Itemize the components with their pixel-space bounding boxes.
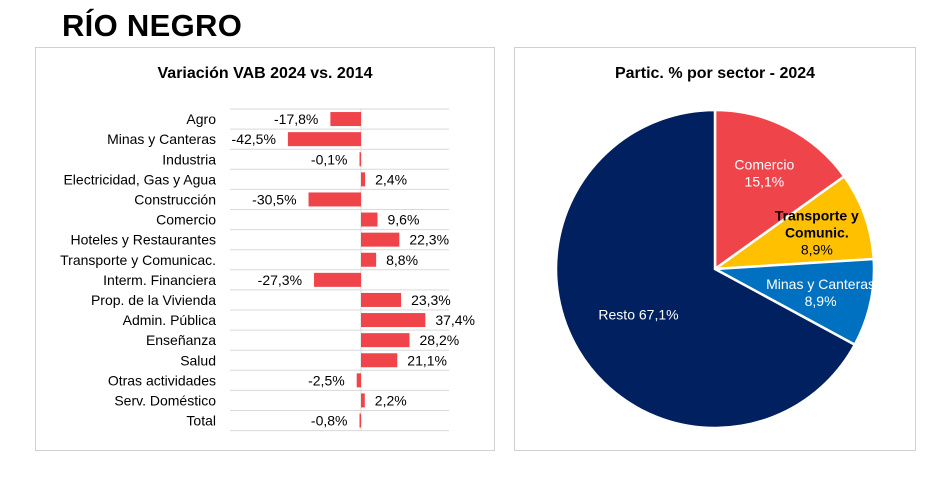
bar <box>314 272 361 287</box>
slice-label: Resto 67,1% <box>598 307 678 323</box>
category-label: Hoteles y Restaurantes <box>70 232 216 248</box>
pie-slice <box>710 174 876 271</box>
category-label: Total <box>186 413 216 429</box>
category-label: Transporte y Comunicac. <box>60 252 216 268</box>
bar <box>361 172 366 187</box>
category-label: Electricidad, Gas y Agua <box>63 171 216 187</box>
bar <box>359 413 361 428</box>
data-label: -42,5% <box>232 131 276 147</box>
data-label: -2,5% <box>308 372 345 388</box>
data-label: 9,6% <box>388 212 420 228</box>
data-label: 8,8% <box>386 252 418 268</box>
data-label: 21,1% <box>407 352 447 368</box>
pie-slice <box>554 108 857 430</box>
slice-label: Minas y Canteras <box>766 276 875 292</box>
category-label: Admin. Pública <box>123 312 217 328</box>
bar <box>361 313 426 328</box>
category-label: Industria <box>162 151 216 167</box>
bar-chart-panel: Variación VAB 2024 vs. 2014 <box>35 47 495 451</box>
category-label: Prop. de la Vivienda <box>91 292 216 308</box>
category-label: Interm. Financiera <box>103 272 216 288</box>
data-label: -0,1% <box>311 151 348 167</box>
data-label: 2,4% <box>375 171 407 187</box>
category-label: Serv. Doméstico <box>114 392 216 408</box>
data-label: -17,8% <box>274 111 318 127</box>
bar <box>359 152 361 167</box>
bar <box>308 192 361 207</box>
pie-chart-title: Partic. % por sector - 2024 <box>614 65 816 82</box>
slice-label: 8,9% <box>801 242 833 258</box>
bar <box>361 333 410 348</box>
bar <box>361 212 378 227</box>
bar <box>361 292 402 307</box>
category-label: Construcción <box>134 191 216 207</box>
slice-label: 15,1% <box>745 173 785 189</box>
data-label: 23,3% <box>411 292 451 308</box>
data-label: 2,2% <box>375 392 407 408</box>
slice-label: 8,9% <box>805 293 837 309</box>
data-label: -30,5% <box>252 191 296 207</box>
bar-chart-title: Variación VAB 2024 vs. 2014 <box>157 65 373 82</box>
data-label: 28,2% <box>420 332 460 348</box>
pie-slice <box>713 108 846 272</box>
slice-label: Transporte y <box>775 208 859 224</box>
data-label: 22,3% <box>409 232 449 248</box>
data-label: -0,8% <box>311 413 348 429</box>
slice-label: Comunic. <box>785 225 849 241</box>
pie-slice <box>710 257 876 347</box>
data-label: -27,3% <box>258 272 302 288</box>
category-label: Salud <box>180 352 216 368</box>
bar <box>361 353 398 368</box>
bar <box>361 393 365 408</box>
category-label: Minas y Canteras <box>107 131 216 147</box>
bar <box>287 132 361 147</box>
data-label: 37,4% <box>435 312 475 328</box>
category-label: Comercio <box>156 212 216 228</box>
category-label: Agro <box>186 111 216 127</box>
bar <box>330 112 361 127</box>
bar <box>361 232 400 247</box>
bar <box>361 252 377 267</box>
slice-label: Comercio <box>734 156 794 172</box>
bar <box>356 373 361 388</box>
category-label: Enseñanza <box>146 332 216 348</box>
category-label: Otras actividades <box>108 372 216 388</box>
page-title: RÍO NEGRO <box>62 8 243 43</box>
